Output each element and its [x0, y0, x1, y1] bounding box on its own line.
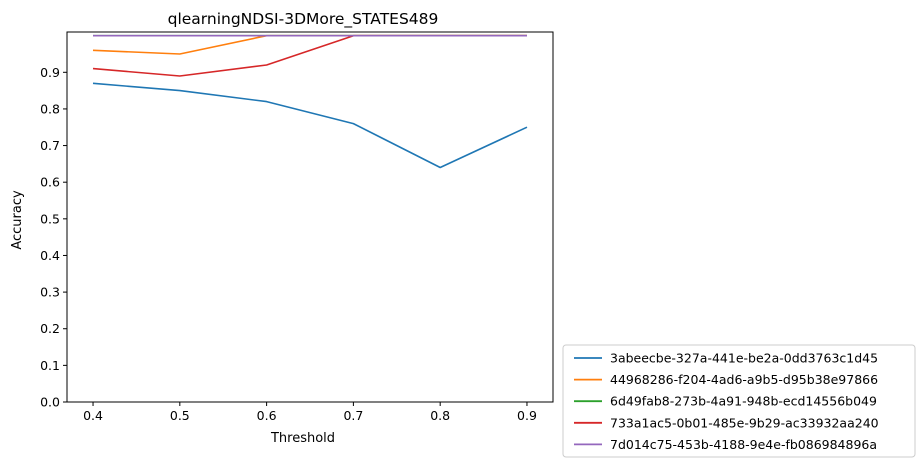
legend-item[interactable]: 3abeecbe-327a-441e-be2a-0dd3763c1d45 [574, 351, 878, 366]
legend-label: 3abeecbe-327a-441e-be2a-0dd3763c1d45 [610, 351, 878, 366]
legend-item[interactable]: 44968286-f204-4ad6-a9b5-d95b38e97866 [574, 372, 878, 387]
y-axis-label: Accuracy [10, 190, 25, 250]
legend-box [562, 344, 916, 458]
y-tick-label: 0.2 [40, 321, 60, 336]
x-axis: 0.4 0.5 0.6 0.7 0.8 0.9 [83, 402, 537, 423]
x-tick-label: 0.7 [343, 408, 363, 423]
legend[interactable]: 3abeecbe-327a-441e-be2a-0dd3763c1d45 4496… [562, 344, 916, 458]
y-tick-label: 0.8 [40, 101, 60, 116]
plot-frame [66, 31, 554, 403]
x-tick-label: 0.6 [257, 408, 277, 423]
series-lines [92, 34, 528, 169]
legend-label: 733a1ac5-0b01-485e-9b29-ac33932aa240 [610, 415, 879, 430]
x-tick-label: 0.9 [517, 408, 537, 423]
y-tick-label: 0.5 [40, 211, 60, 226]
legend-label: 6d49fab8-273b-4a91-948b-ecd14556b049 [610, 394, 877, 409]
x-tick-label: 0.8 [430, 408, 450, 423]
x-tick-label: 0.5 [170, 408, 190, 423]
series-line-4 [92, 34, 527, 77]
legend-item[interactable]: 733a1ac5-0b01-485e-9b29-ac33932aa240 [574, 415, 879, 430]
x-axis-label: Threshold [270, 431, 335, 446]
y-tick-label: 0.4 [40, 248, 60, 263]
y-tick-label: 0.3 [40, 285, 60, 300]
series-line-1 [92, 82, 528, 169]
x-tick-label: 0.4 [83, 408, 103, 423]
legend-item[interactable]: 7d014c75-453b-4188-9e4e-fb086984896a [574, 437, 877, 452]
y-tick-label: 0.0 [40, 395, 60, 410]
y-tick-label: 0.9 [40, 65, 60, 80]
plot-area [66, 31, 554, 403]
chart-title: qlearningNDSI-3DMore_STATES489 [168, 10, 439, 29]
legend-label: 7d014c75-453b-4188-9e4e-fb086984896a [610, 437, 877, 452]
y-tick-label: 0.7 [40, 138, 60, 153]
legend-label: 44968286-f204-4ad6-a9b5-d95b38e97866 [610, 372, 878, 387]
y-tick-label: 0.6 [40, 175, 60, 190]
series-line-2 [92, 34, 527, 55]
y-axis: 0.0 0.1 0.2 0.3 0.4 0.5 0.6 0.7 0.8 0.9 [40, 65, 67, 410]
legend-item[interactable]: 6d49fab8-273b-4a91-948b-ecd14556b049 [574, 394, 877, 409]
y-tick-label: 0.1 [40, 358, 60, 373]
